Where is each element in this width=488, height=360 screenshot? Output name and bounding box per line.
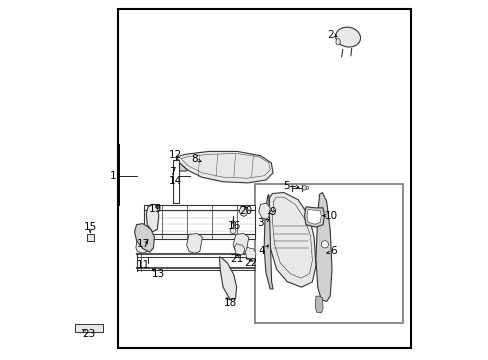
Polygon shape <box>186 234 202 253</box>
Text: 8: 8 <box>191 154 198 164</box>
Polygon shape <box>134 224 154 252</box>
Ellipse shape <box>335 27 360 47</box>
Polygon shape <box>268 193 315 287</box>
Bar <box>75 324 103 332</box>
Text: 9: 9 <box>269 207 276 217</box>
Text: 2: 2 <box>326 30 333 40</box>
Polygon shape <box>315 296 323 313</box>
Text: 23: 23 <box>82 329 96 339</box>
Text: 11: 11 <box>137 260 150 270</box>
Bar <box>118 9 410 348</box>
Text: 17: 17 <box>137 239 150 249</box>
Text: 1: 1 <box>109 171 116 181</box>
Polygon shape <box>244 247 255 261</box>
Text: 15: 15 <box>83 222 97 232</box>
Bar <box>86 234 94 242</box>
Text: 20: 20 <box>239 206 252 216</box>
Text: 3: 3 <box>257 218 264 228</box>
Polygon shape <box>264 194 272 289</box>
Text: 7: 7 <box>169 167 175 177</box>
Text: 13: 13 <box>152 269 165 279</box>
Ellipse shape <box>335 39 340 45</box>
Circle shape <box>302 186 306 190</box>
Polygon shape <box>258 203 270 219</box>
Polygon shape <box>136 235 148 253</box>
Text: 14: 14 <box>169 176 182 186</box>
Text: 4: 4 <box>258 246 264 256</box>
Polygon shape <box>219 257 236 300</box>
Text: 6: 6 <box>330 246 336 256</box>
Polygon shape <box>233 234 248 253</box>
Text: 18: 18 <box>223 298 236 308</box>
Circle shape <box>230 228 235 234</box>
Polygon shape <box>144 205 255 239</box>
Circle shape <box>305 186 308 189</box>
Polygon shape <box>176 157 187 171</box>
Text: 16: 16 <box>227 221 241 231</box>
Polygon shape <box>304 207 324 227</box>
Polygon shape <box>306 209 321 224</box>
Polygon shape <box>146 204 159 232</box>
Text: 19: 19 <box>148 203 162 213</box>
Bar <box>255 184 403 323</box>
Text: 22: 22 <box>244 258 257 268</box>
Text: 21: 21 <box>230 253 244 264</box>
Polygon shape <box>239 206 247 216</box>
Text: 12: 12 <box>169 150 182 160</box>
Polygon shape <box>173 160 179 203</box>
Circle shape <box>321 241 328 248</box>
Text: 5: 5 <box>283 181 289 192</box>
Polygon shape <box>315 193 331 301</box>
Polygon shape <box>176 152 272 183</box>
Text: 10: 10 <box>324 211 337 221</box>
Polygon shape <box>234 244 244 256</box>
